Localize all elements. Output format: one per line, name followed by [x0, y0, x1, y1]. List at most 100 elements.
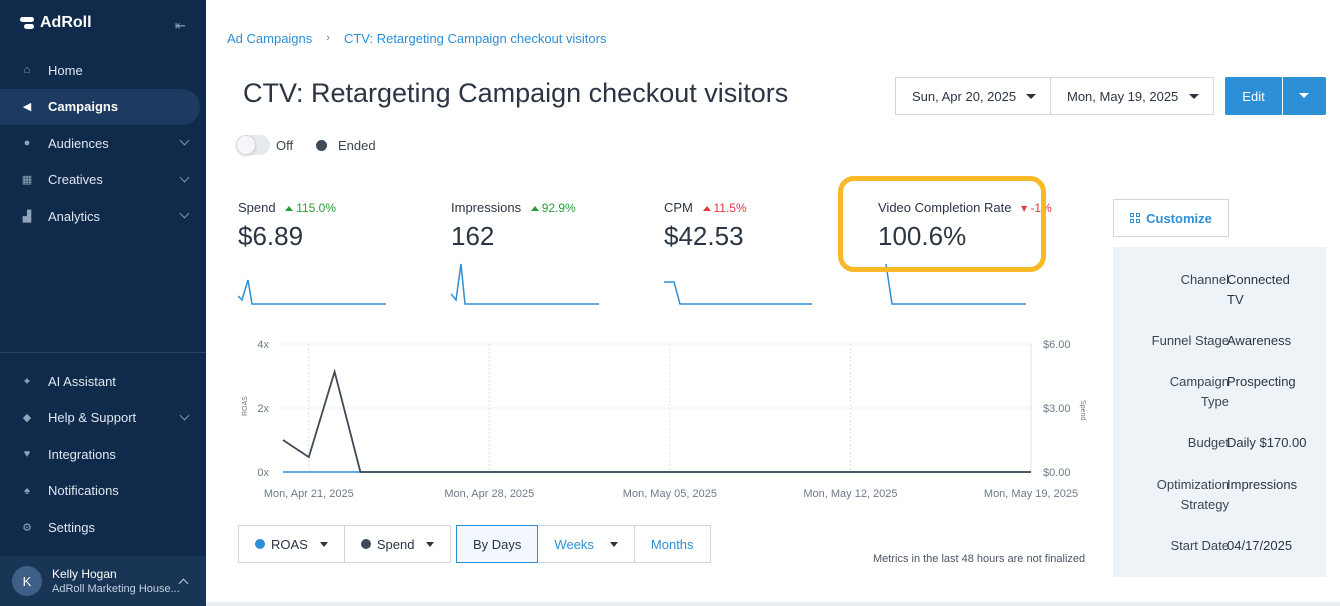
- sidebar-item-home[interactable]: ⌂ Home: [0, 52, 206, 89]
- detail-value: Impressions: [1227, 477, 1298, 492]
- detail-key: Budget: [1187, 435, 1229, 450]
- y-axis-title: ROAS: [242, 396, 249, 416]
- breadcrumb-separator: ›: [326, 32, 330, 44]
- edit-dropdown-button[interactable]: [1283, 77, 1326, 115]
- detail-value: Awareness: [1227, 333, 1292, 348]
- spend-select-label: Spend: [376, 536, 415, 552]
- y2-axis-title: Spend: [1079, 400, 1086, 420]
- range-by-days[interactable]: By Days: [456, 525, 539, 563]
- toggle-knob: [236, 135, 256, 155]
- sidebar-item-label: Integrations: [48, 446, 116, 462]
- sidebar-item-help-support[interactable]: ◆ Help & Support: [0, 400, 206, 437]
- sidebar-item-label: Audiences: [48, 135, 109, 151]
- user-menu[interactable]: K Kelly Hogan AdRoll Marketing House...: [0, 556, 206, 606]
- caret-down-icon: [426, 541, 435, 547]
- adroll-logo-icon: [20, 17, 34, 29]
- range-weeks-label: Weeks: [554, 536, 594, 552]
- people-icon: ●: [23, 137, 31, 150]
- metric-impressions: Impressions 92.9% 162: [451, 200, 576, 252]
- video-completion-sparkline: [885, 263, 1026, 305]
- secondary-nav: ✦ AI Assistant ◆ Help & Support ♥ Integr…: [0, 363, 206, 546]
- y2-tick-label: $0.00: [1043, 467, 1071, 479]
- metric-label: Impressions: [451, 200, 522, 215]
- range-months[interactable]: Months: [650, 536, 694, 552]
- start-date-picker[interactable]: Sun, Apr 20, 2025: [895, 77, 1051, 115]
- roas-select-label: ROAS: [271, 536, 308, 552]
- brand-name: AdRoll: [40, 14, 92, 31]
- detail-value: 04/17/2025: [1227, 538, 1293, 553]
- roas-series-select[interactable]: ROAS: [239, 526, 345, 562]
- sidebar-item-ai-assistant[interactable]: ✦ AI Assistant: [0, 363, 206, 400]
- end-date-value: Mon, May 19, 2025: [1067, 88, 1179, 104]
- metric-delta: 115.0%: [285, 201, 336, 215]
- metric-video-completion-rate: Video Completion Rate ▾ -1% 100.6%: [878, 200, 1052, 252]
- bar-chart-icon: ▟: [22, 210, 32, 223]
- sidebar-item-integrations[interactable]: ♥ Integrations: [0, 436, 206, 473]
- detail-key: Optimization Strategy: [1156, 477, 1229, 512]
- impressions-sparkline: [451, 263, 599, 305]
- sidebar-item-settings[interactable]: ⚙ Settings: [0, 509, 206, 546]
- metric-delta: 11.5%: [702, 201, 747, 215]
- metric-label: Spend: [238, 200, 276, 215]
- spend-sparkline: [238, 279, 386, 305]
- breadcrumb-ad-campaigns[interactable]: Ad Campaigns: [227, 31, 313, 46]
- chevron-up-icon: [178, 578, 189, 589]
- detail-key: Start Date: [1170, 538, 1229, 553]
- y2-tick-label: $3.00: [1043, 403, 1071, 415]
- sparkle-icon: ✦: [22, 375, 32, 388]
- sidebar-item-audiences[interactable]: ● Audiences: [0, 125, 206, 162]
- trend-up-icon: [285, 206, 294, 211]
- end-date-picker[interactable]: Mon, May 19, 2025: [1050, 77, 1214, 115]
- metric-label: Video Completion Rate: [878, 200, 1012, 215]
- metric-delta-value: 115.0%: [296, 201, 337, 215]
- customize-button[interactable]: Customize: [1113, 199, 1229, 237]
- edit-button[interactable]: Edit: [1225, 77, 1282, 115]
- metric-label: CPM: [664, 200, 693, 215]
- customize-grid-icon: [1130, 213, 1141, 223]
- collapse-sidebar-icon[interactable]: ⇤: [175, 18, 186, 33]
- sidebar-divider: [0, 352, 206, 353]
- start-date-value: Sun, Apr 20, 2025: [912, 88, 1017, 104]
- brand-logo[interactable]: AdRoll: [20, 14, 92, 32]
- customize-label: Customize: [1146, 210, 1212, 226]
- sidebar-item-creatives[interactable]: ▦ Creatives: [0, 162, 206, 199]
- main-nav: ⌂ Home ◀ Campaigns ● Audiences ▦ Creativ…: [0, 52, 206, 235]
- sidebar-item-label: Home: [48, 62, 83, 78]
- chevron-down-icon: [179, 208, 190, 219]
- trend-up-icon: [702, 206, 711, 211]
- y-tick-label: 4x: [257, 339, 269, 351]
- sidebar-item-campaigns[interactable]: ◀ Campaigns: [0, 88, 200, 125]
- cpm-sparkline: [664, 281, 812, 305]
- sidebar-item-label: Campaigns: [48, 99, 119, 115]
- bell-icon: ♠: [24, 484, 30, 497]
- user-organization: AdRoll Marketing House...: [52, 583, 180, 595]
- plug-icon: ♥: [23, 448, 31, 461]
- spend-series-select[interactable]: Spend: [345, 526, 451, 562]
- spend-color-dot-icon: [360, 539, 371, 549]
- detail-key: Channel: [1180, 272, 1229, 287]
- metric-value: 162: [451, 221, 495, 251]
- trend-up-icon: [530, 206, 539, 211]
- x-tick-label: Mon, May 12, 2025: [803, 488, 897, 500]
- x-tick-label: Mon, Apr 28, 2025: [444, 488, 534, 500]
- chevron-down-icon: [179, 135, 190, 146]
- detail-value: Daily $170.00: [1227, 435, 1307, 450]
- breadcrumb: Ad Campaigns › CTV: Retargeting Campaign…: [227, 31, 606, 46]
- y-tick-label: 2x: [257, 403, 269, 415]
- detail-value: Connected TV: [1227, 272, 1290, 307]
- series-selector-group: ROAS Spend: [238, 525, 452, 563]
- detail-key: Funnel Stage: [1151, 333, 1229, 348]
- breadcrumb-current[interactable]: CTV: Retargeting Campaign checkout visit…: [343, 31, 607, 46]
- range-weeks[interactable]: Weeks: [538, 526, 635, 562]
- x-tick-label: Mon, Apr 21, 2025: [264, 488, 354, 500]
- sidebar-item-notifications[interactable]: ♠ Notifications: [0, 473, 206, 510]
- metric-delta-value: 92.9%: [541, 201, 576, 215]
- campaign-status-toggle[interactable]: [236, 135, 270, 155]
- grid-icon: ▦: [21, 174, 33, 187]
- sidebar-item-label: Help & Support: [48, 410, 137, 426]
- help-icon: ◆: [22, 412, 32, 425]
- sidebar-item-label: Notifications: [48, 483, 119, 499]
- sidebar-item-analytics[interactable]: ▟ Analytics: [0, 198, 206, 235]
- chevron-down-icon: [179, 172, 190, 182]
- metric-cpm: CPM 11.5% $42.53: [664, 200, 747, 252]
